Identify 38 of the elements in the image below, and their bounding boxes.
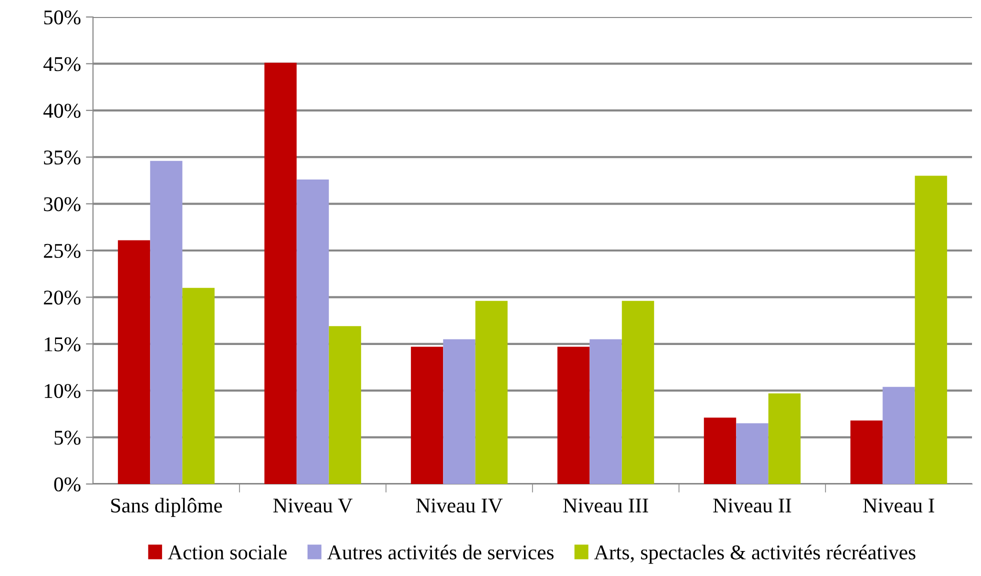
bar bbox=[882, 386, 915, 484]
x-tick-label: Niveau IV bbox=[416, 498, 503, 513]
y-tick-label: 10% bbox=[44, 384, 80, 398]
bar bbox=[475, 300, 508, 484]
x-tick-label: Niveau I bbox=[863, 498, 934, 513]
y-tick-label: 25% bbox=[44, 244, 80, 258]
y-tick-label: 40% bbox=[43, 104, 80, 118]
bar bbox=[150, 160, 182, 484]
bar bbox=[328, 326, 362, 484]
x-tick-label: Niveau III bbox=[563, 498, 648, 513]
legend-label: Arts, spectacles & activités récréatives bbox=[594, 544, 916, 564]
legend-label: Autres activités de services bbox=[327, 544, 554, 560]
bar bbox=[736, 423, 768, 484]
bar bbox=[850, 420, 883, 484]
bar bbox=[704, 418, 736, 484]
y-tick-label: 30% bbox=[44, 197, 80, 212]
bar bbox=[443, 339, 476, 484]
bar bbox=[118, 240, 150, 484]
bar bbox=[182, 288, 215, 484]
bar bbox=[264, 62, 297, 484]
bar bbox=[557, 346, 590, 484]
y-tick-label: 45% bbox=[43, 57, 80, 72]
x-tick-label: Sans diplôme bbox=[111, 498, 222, 517]
y-tick-label: 0% bbox=[54, 477, 80, 492]
y-tick-label: 5% bbox=[54, 430, 80, 445]
y-tick-label: 35% bbox=[44, 150, 80, 165]
y-tick-label: 20% bbox=[44, 290, 80, 305]
x-tick-label: Niveau II bbox=[713, 498, 792, 513]
y-tick-label: 15% bbox=[44, 337, 80, 352]
bar bbox=[296, 180, 329, 484]
bar bbox=[768, 393, 801, 484]
y-tick-label: 50% bbox=[44, 10, 80, 24]
bar bbox=[410, 346, 444, 484]
bar bbox=[590, 339, 622, 484]
x-tick-label: Niveau V bbox=[273, 498, 353, 513]
bar bbox=[914, 176, 948, 484]
bar bbox=[622, 300, 654, 484]
legend-label: Action sociale bbox=[168, 544, 287, 560]
